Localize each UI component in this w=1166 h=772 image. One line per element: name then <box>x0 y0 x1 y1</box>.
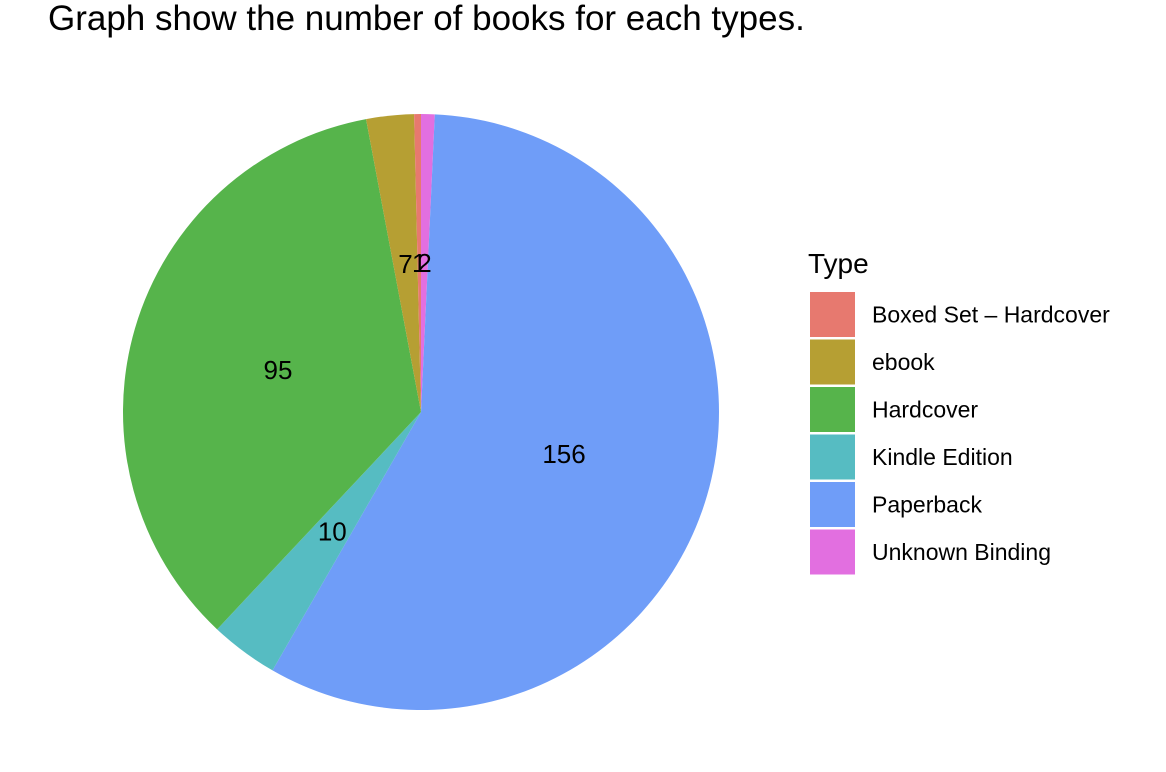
chart-title: Graph show the number of books for each … <box>48 0 805 38</box>
slice-label-0: 1 <box>412 248 426 278</box>
pie-slice-5 <box>421 114 435 412</box>
slice-label-4: 156 <box>542 439 585 469</box>
slice-label-3: 10 <box>318 517 347 547</box>
legend-label-0: Boxed Set – Hardcover <box>872 302 1110 328</box>
slice-label-1: 7 <box>398 249 412 279</box>
pie-slice-3 <box>217 412 421 671</box>
pie-slice-2 <box>123 119 422 630</box>
legend-label-1: ebook <box>872 349 935 375</box>
slice-label-2: 95 <box>264 355 293 385</box>
legend-label-2: Hardcover <box>872 397 978 423</box>
legend-key-3 <box>810 434 855 480</box>
pie-slice-4 <box>272 114 720 711</box>
legend-label-5: Unknown Binding <box>872 539 1051 565</box>
legend-key-4 <box>810 482 855 527</box>
legend-key-2 <box>810 387 855 432</box>
legend-key-1 <box>810 339 855 385</box>
legend-label-3: Kindle Edition <box>872 444 1013 470</box>
slice-label-5: 2 <box>417 248 431 278</box>
legend: Boxed Set – Hardcover ebook Hardcover Kindl… <box>810 292 1110 575</box>
legend-title: Type <box>808 248 869 279</box>
pie-slice-1 <box>366 114 421 413</box>
legend-key-0 <box>810 292 855 337</box>
legend-label-4: Paperback <box>872 492 982 518</box>
legend-key-5 <box>810 529 855 575</box>
pie-slices <box>123 114 720 711</box>
pie-slice-0 <box>414 114 421 412</box>
pie-labels: 2 156 10 95 7 1 <box>264 248 586 547</box>
